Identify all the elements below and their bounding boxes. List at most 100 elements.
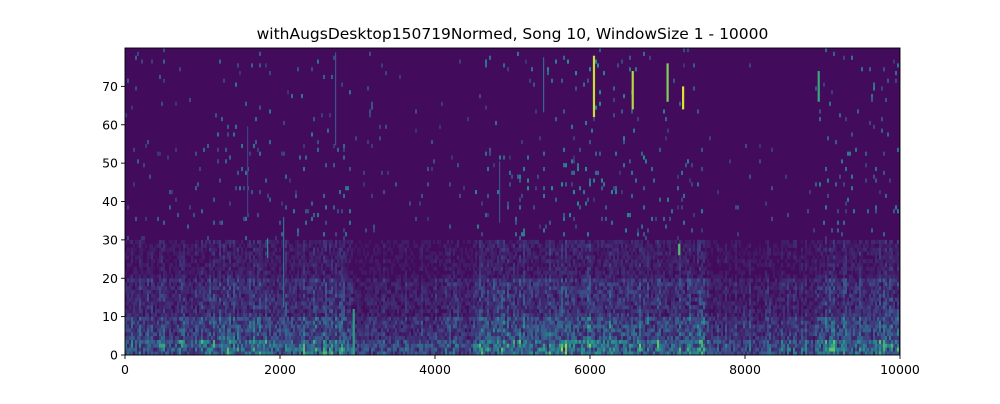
heatmap-cell — [429, 297, 431, 302]
heatmap-cell — [347, 274, 349, 279]
heatmap-cell — [317, 308, 319, 314]
heatmap-cell — [249, 251, 251, 256]
heatmap-cell — [499, 320, 501, 325]
heatmap-cell — [271, 316, 273, 321]
heatmap-cell — [191, 305, 193, 310]
heatmap-cell — [381, 347, 383, 352]
heatmap-cell — [217, 339, 219, 344]
heatmap-cell — [305, 347, 307, 352]
heatmap-cell — [421, 339, 423, 344]
heatmap-cell — [225, 239, 227, 245]
heatmap-cell — [345, 301, 347, 306]
heatmap-cell — [293, 247, 295, 252]
heatmap-cell — [325, 331, 327, 337]
heatmap-cell — [233, 343, 235, 348]
heatmap-cell — [337, 251, 339, 256]
heatmap-cell — [481, 274, 483, 279]
heatmap-cell — [335, 255, 337, 260]
heatmap-cell — [297, 335, 299, 340]
heatmap-cell — [293, 331, 295, 337]
heatmap-cell — [303, 324, 305, 329]
heatmap-cell — [259, 243, 261, 248]
heatmap-cell — [175, 351, 177, 356]
heatmap-cell — [251, 305, 253, 310]
heatmap-cell — [431, 335, 433, 340]
heatmap-cell — [265, 328, 267, 333]
heatmap-cell — [211, 331, 213, 337]
heatmap-cell — [301, 282, 303, 287]
heatmap-cell — [255, 297, 257, 302]
heatmap-cell — [127, 301, 129, 306]
heatmap-cell — [127, 236, 129, 241]
heatmap-cell — [219, 301, 221, 306]
heatmap-cell — [321, 243, 323, 248]
heatmap-cell — [165, 335, 167, 340]
heatmap-cell — [491, 347, 493, 352]
heatmap-cell — [389, 316, 391, 321]
heatmap-cell — [359, 293, 361, 298]
heatmap-cell — [233, 324, 235, 329]
heatmap-cell — [129, 239, 131, 245]
heatmap-cell — [313, 316, 315, 321]
heatmap-cell — [193, 316, 195, 321]
heatmap-cell — [483, 282, 485, 287]
heatmap-cell — [463, 239, 465, 245]
heatmap-cell — [389, 278, 391, 283]
heatmap-cell — [371, 301, 373, 306]
heatmap-cell — [451, 301, 453, 306]
heatmap-cell — [301, 335, 303, 340]
heatmap-cell — [343, 270, 345, 275]
heatmap-cell — [453, 316, 455, 321]
heatmap-cell — [241, 239, 243, 245]
heatmap-cell — [441, 274, 443, 279]
heatmap-cell — [371, 101, 373, 106]
heatmap-cell — [151, 259, 153, 264]
heatmap-cell — [215, 351, 217, 356]
heatmap-cell — [447, 335, 449, 340]
heatmap-cell — [247, 274, 249, 279]
heatmap-cell — [427, 324, 429, 329]
heatmap-cell — [365, 243, 367, 248]
heatmap-cell — [301, 251, 303, 256]
heatmap-cell — [327, 351, 329, 356]
heatmap-cell — [489, 247, 491, 252]
heatmap-cell — [289, 301, 291, 306]
heatmap-cell — [245, 170, 247, 175]
heatmap-cell — [367, 278, 369, 283]
heatmap-cell — [277, 347, 279, 352]
heatmap-cell — [253, 274, 255, 279]
heatmap-cell — [335, 289, 337, 294]
heatmap-cell — [471, 328, 473, 333]
heatmap-cell — [399, 351, 401, 356]
heatmap-cell — [309, 301, 311, 306]
heatmap-cell — [265, 331, 267, 337]
heatmap-cell — [429, 259, 431, 264]
heatmap-cell — [213, 301, 215, 306]
heatmap-cell — [239, 335, 241, 340]
heatmap-cell — [481, 347, 483, 352]
heatmap-cell — [457, 243, 459, 248]
heatmap-cell — [277, 285, 279, 291]
heatmap-cell — [485, 63, 487, 68]
heatmap-cell — [243, 343, 245, 348]
heatmap-cell — [373, 351, 375, 356]
heatmap-cell — [443, 324, 445, 329]
heatmap-cell — [231, 312, 233, 317]
heatmap-cell — [501, 251, 503, 256]
heatmap-cell — [383, 343, 385, 348]
heatmap-cell — [421, 266, 423, 271]
heatmap-cell — [405, 297, 407, 302]
heatmap-cell — [445, 339, 447, 344]
heatmap-cell — [415, 339, 417, 344]
heatmap-cell — [265, 270, 267, 275]
heatmap-cell — [153, 324, 155, 329]
heatmap-cell — [187, 285, 189, 291]
heatmap-cell — [367, 351, 369, 356]
heatmap-cell — [205, 285, 207, 291]
heatmap-cell — [167, 339, 169, 344]
heatmap-cell — [449, 324, 451, 329]
heatmap-cell — [393, 335, 395, 340]
heatmap-cell — [491, 293, 493, 298]
heatmap-cell — [447, 328, 449, 333]
